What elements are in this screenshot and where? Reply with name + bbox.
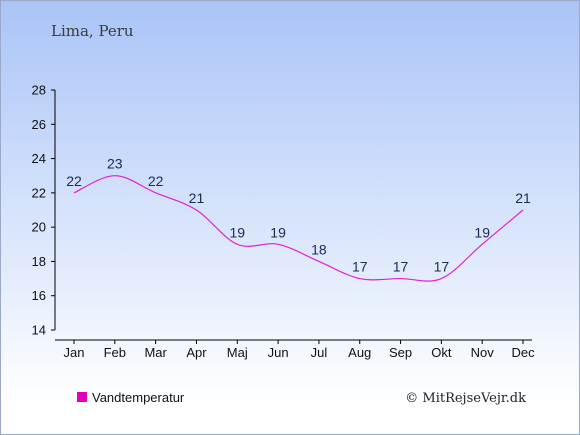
legend-marker: [77, 392, 87, 402]
legend-label: Vandtemperatur: [92, 390, 185, 405]
y-tick-label: 28: [32, 83, 46, 98]
y-tick-label: 16: [32, 288, 46, 303]
y-tick-label: 14: [32, 323, 46, 338]
x-tick-label: Maj: [227, 345, 248, 360]
data-label: 19: [270, 224, 286, 240]
x-tick-label: Feb: [104, 345, 126, 360]
x-tick-label: Nov: [471, 345, 495, 360]
data-label: 22: [66, 173, 82, 189]
series-line: [73, 175, 524, 282]
data-labels: 22 23 22 21 19 19 18 17 17 17 19 21: [66, 156, 531, 275]
data-label: 21: [189, 190, 205, 206]
x-tick-label: Jun: [268, 345, 289, 360]
series-layer: [73, 175, 524, 282]
x-tick-label: Mar: [144, 345, 167, 360]
x-tick-label: Jul: [311, 345, 328, 360]
data-label: 21: [515, 190, 531, 206]
y-tick-label: 22: [32, 185, 46, 200]
x-tick-label: Aug: [348, 345, 371, 360]
data-label: 18: [311, 241, 327, 257]
axes: 14 16 18 20 22 24 26 28 Jan Feb Mar Apr Maj Jun Jul Aug…: [32, 83, 536, 361]
data-label: 22: [148, 173, 164, 189]
data-label: 17: [434, 259, 450, 275]
credit-text: © MitRejseVejr.dk: [405, 391, 526, 406]
x-tick-label: Okt: [431, 345, 452, 360]
y-tick-label: 26: [32, 117, 46, 132]
y-tick-label: 24: [32, 151, 46, 166]
chart-title: Lima, Peru: [51, 22, 134, 40]
legend: Vandtemperatur: [77, 390, 185, 405]
data-label: 19: [229, 224, 245, 240]
data-label: 17: [352, 259, 368, 275]
y-tick-label: 18: [32, 254, 46, 269]
x-tick-label: Jan: [64, 345, 85, 360]
x-tick-label: Sep: [389, 345, 412, 360]
x-tick-label: Apr: [186, 345, 207, 360]
data-label: 23: [107, 156, 123, 172]
x-tick-label: Dec: [511, 345, 535, 360]
data-label: 17: [393, 259, 409, 275]
y-tick-label: 20: [32, 220, 46, 235]
data-label: 19: [474, 224, 490, 240]
